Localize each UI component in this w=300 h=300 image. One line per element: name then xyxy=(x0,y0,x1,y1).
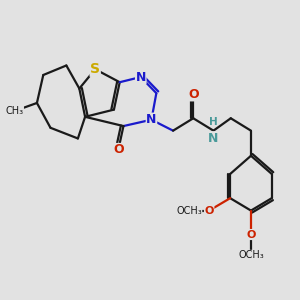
Text: CH₃: CH₃ xyxy=(5,106,23,116)
Text: O: O xyxy=(246,230,256,239)
Text: N: N xyxy=(136,70,146,83)
Text: O: O xyxy=(188,88,199,101)
Text: H: H xyxy=(209,117,218,127)
Text: N: N xyxy=(146,113,157,126)
Text: S: S xyxy=(90,62,100,76)
Text: N: N xyxy=(208,132,219,145)
Text: O: O xyxy=(113,143,124,157)
Text: OCH₃: OCH₃ xyxy=(238,250,264,260)
Text: O: O xyxy=(204,206,214,216)
Text: OCH₃: OCH₃ xyxy=(176,206,202,216)
